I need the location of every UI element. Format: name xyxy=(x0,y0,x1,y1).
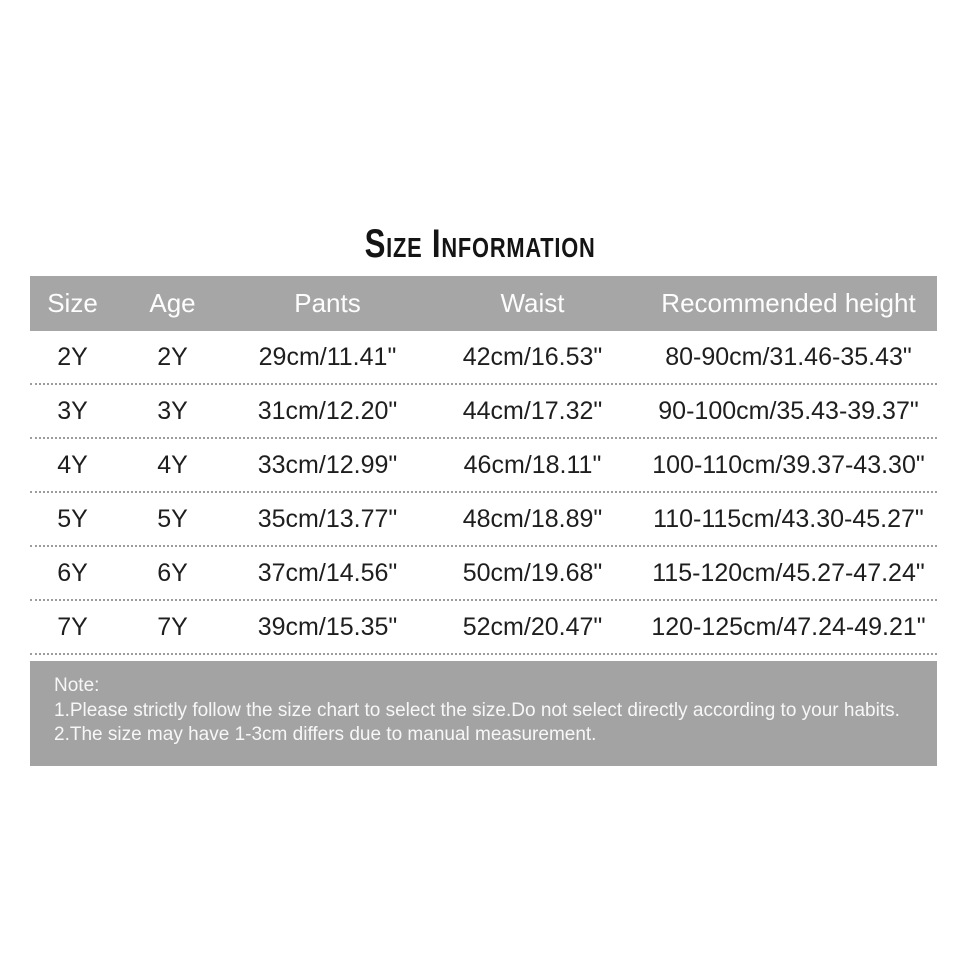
header-cell-waist: Waist xyxy=(500,288,565,318)
note-line: 1.Please strictly follow the size chart … xyxy=(54,699,900,721)
cell-pants: 37cm/14.56" xyxy=(257,558,398,587)
cell-waist: 48cm/18.89" xyxy=(462,504,603,533)
table-row: 3Y 3Y 31cm/12.20" 44cm/17.32" 90-100cm/3… xyxy=(30,385,937,439)
table-row: 5Y 5Y 35cm/13.77" 48cm/18.89" 110-115cm/… xyxy=(30,493,937,547)
page-title-wrap: Size Information xyxy=(0,222,960,268)
cell-recommended-height: 110-115cm/43.30-45.27" xyxy=(653,504,924,533)
cell-waist: 46cm/18.11" xyxy=(463,450,602,479)
cell-age: 6Y xyxy=(157,558,188,587)
cell-recommended-height: 90-100cm/35.43-39.37" xyxy=(658,396,919,425)
cell-age: 7Y xyxy=(157,612,188,641)
table-header-row: Size Age Pants Waist Recommended height xyxy=(30,276,937,331)
cell-pants: 39cm/15.35" xyxy=(257,612,398,641)
note-line: 2.The size may have 1-3cm differs due to… xyxy=(54,724,597,745)
cell-waist: 42cm/16.53" xyxy=(462,342,603,371)
page-title: Size Information xyxy=(364,222,596,266)
note-title: Note: xyxy=(54,675,100,696)
cell-size: 3Y xyxy=(57,396,88,425)
cell-recommended-height: 100-110cm/39.37-43.30" xyxy=(652,450,925,479)
cell-size: 2Y xyxy=(57,342,88,371)
header-cell-pants: Pants xyxy=(294,288,361,318)
cell-age: 2Y xyxy=(157,342,188,371)
cell-size: 4Y xyxy=(57,450,88,479)
table-row: 4Y 4Y 33cm/12.99" 46cm/18.11" 100-110cm/… xyxy=(30,439,937,493)
table-row: 6Y 6Y 37cm/14.56" 50cm/19.68" 115-120cm/… xyxy=(30,547,937,601)
header-cell-age: Age xyxy=(149,288,196,318)
cell-size: 6Y xyxy=(57,558,88,587)
cell-recommended-height: 120-125cm/47.24-49.21" xyxy=(651,612,926,641)
table-row: 2Y 2Y 29cm/11.41" 42cm/16.53" 80-90cm/31… xyxy=(30,331,937,385)
cell-age: 4Y xyxy=(157,450,188,479)
cell-pants: 31cm/12.20" xyxy=(257,396,398,425)
cell-pants: 35cm/13.77" xyxy=(257,504,398,533)
cell-pants: 33cm/12.99" xyxy=(257,450,398,479)
size-table: Size Age Pants Waist Recommended height … xyxy=(30,276,937,655)
table-row: 7Y 7Y 39cm/15.35" 52cm/20.47" 120-125cm/… xyxy=(30,601,937,655)
cell-age: 3Y xyxy=(157,396,188,425)
header-cell-size: Size xyxy=(47,288,98,318)
cell-waist: 52cm/20.47" xyxy=(462,612,603,641)
cell-waist: 44cm/17.32" xyxy=(462,396,603,425)
cell-size: 5Y xyxy=(57,504,88,533)
cell-waist: 50cm/19.68" xyxy=(462,558,603,587)
note-box: Note: 1.Please strictly follow the size … xyxy=(30,661,937,766)
cell-age: 5Y xyxy=(157,504,188,533)
cell-size: 7Y xyxy=(57,612,88,641)
header-cell-recommended-height: Recommended height xyxy=(661,288,916,318)
cell-pants: 29cm/11.41" xyxy=(258,342,397,371)
cell-recommended-height: 115-120cm/45.27-47.24" xyxy=(652,558,925,587)
cell-recommended-height: 80-90cm/31.46-35.43" xyxy=(665,342,912,371)
